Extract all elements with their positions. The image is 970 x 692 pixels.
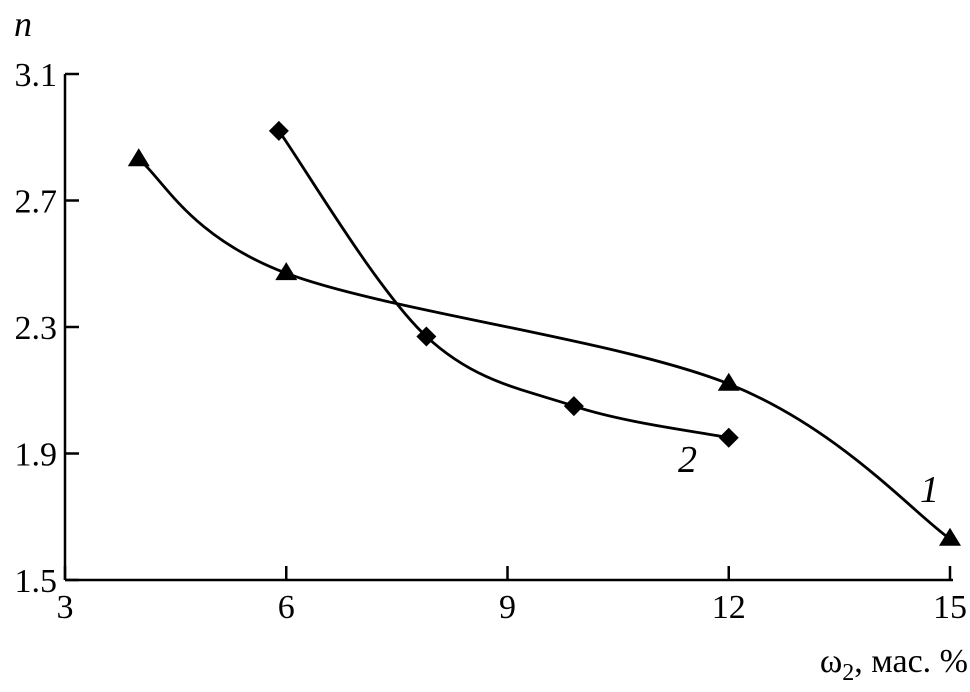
x-axis-label-subscript: 2 — [842, 660, 854, 686]
series-2-point — [563, 396, 584, 417]
x-tick-label: 12 — [712, 589, 746, 626]
x-tick-label: 6 — [278, 589, 295, 626]
y-tick-label: 2.7 — [15, 184, 58, 221]
y-tick-label: 2.3 — [15, 310, 58, 347]
y-axis-label: n — [14, 4, 32, 44]
series-1-line — [137, 158, 951, 541]
series-curves — [137, 130, 951, 541]
x-tick-label: 3 — [57, 589, 74, 626]
series-1-point — [127, 148, 150, 167]
x-axis-label: ω2, мас. % — [820, 643, 968, 686]
x-axis-label-main: ω — [820, 643, 842, 680]
series-2-point — [416, 326, 437, 347]
series-1-point — [275, 262, 298, 281]
x-axis-label-rest: , мас. % — [854, 643, 968, 680]
x-tick-label: 15 — [933, 589, 967, 626]
series-1-label: 1 — [920, 469, 939, 511]
series-2-point — [268, 120, 289, 141]
y-axis-ticks: 1.5 1.9 2.3 2.7 3.1 — [15, 57, 79, 600]
series-2-line — [277, 130, 730, 440]
series-1-point — [939, 527, 961, 546]
series-2-point — [718, 427, 739, 448]
series-2-label: 2 — [678, 439, 697, 481]
x-axis-ticks: 3 6 9 12 15 — [57, 566, 967, 626]
y-tick-label: 3.1 — [15, 57, 58, 94]
series-markers — [127, 120, 961, 546]
y-tick-label: 1.9 — [15, 437, 58, 474]
series-1-point — [717, 372, 740, 391]
y-tick-label: 1.5 — [15, 563, 58, 600]
x-tick-label: 9 — [499, 589, 516, 626]
